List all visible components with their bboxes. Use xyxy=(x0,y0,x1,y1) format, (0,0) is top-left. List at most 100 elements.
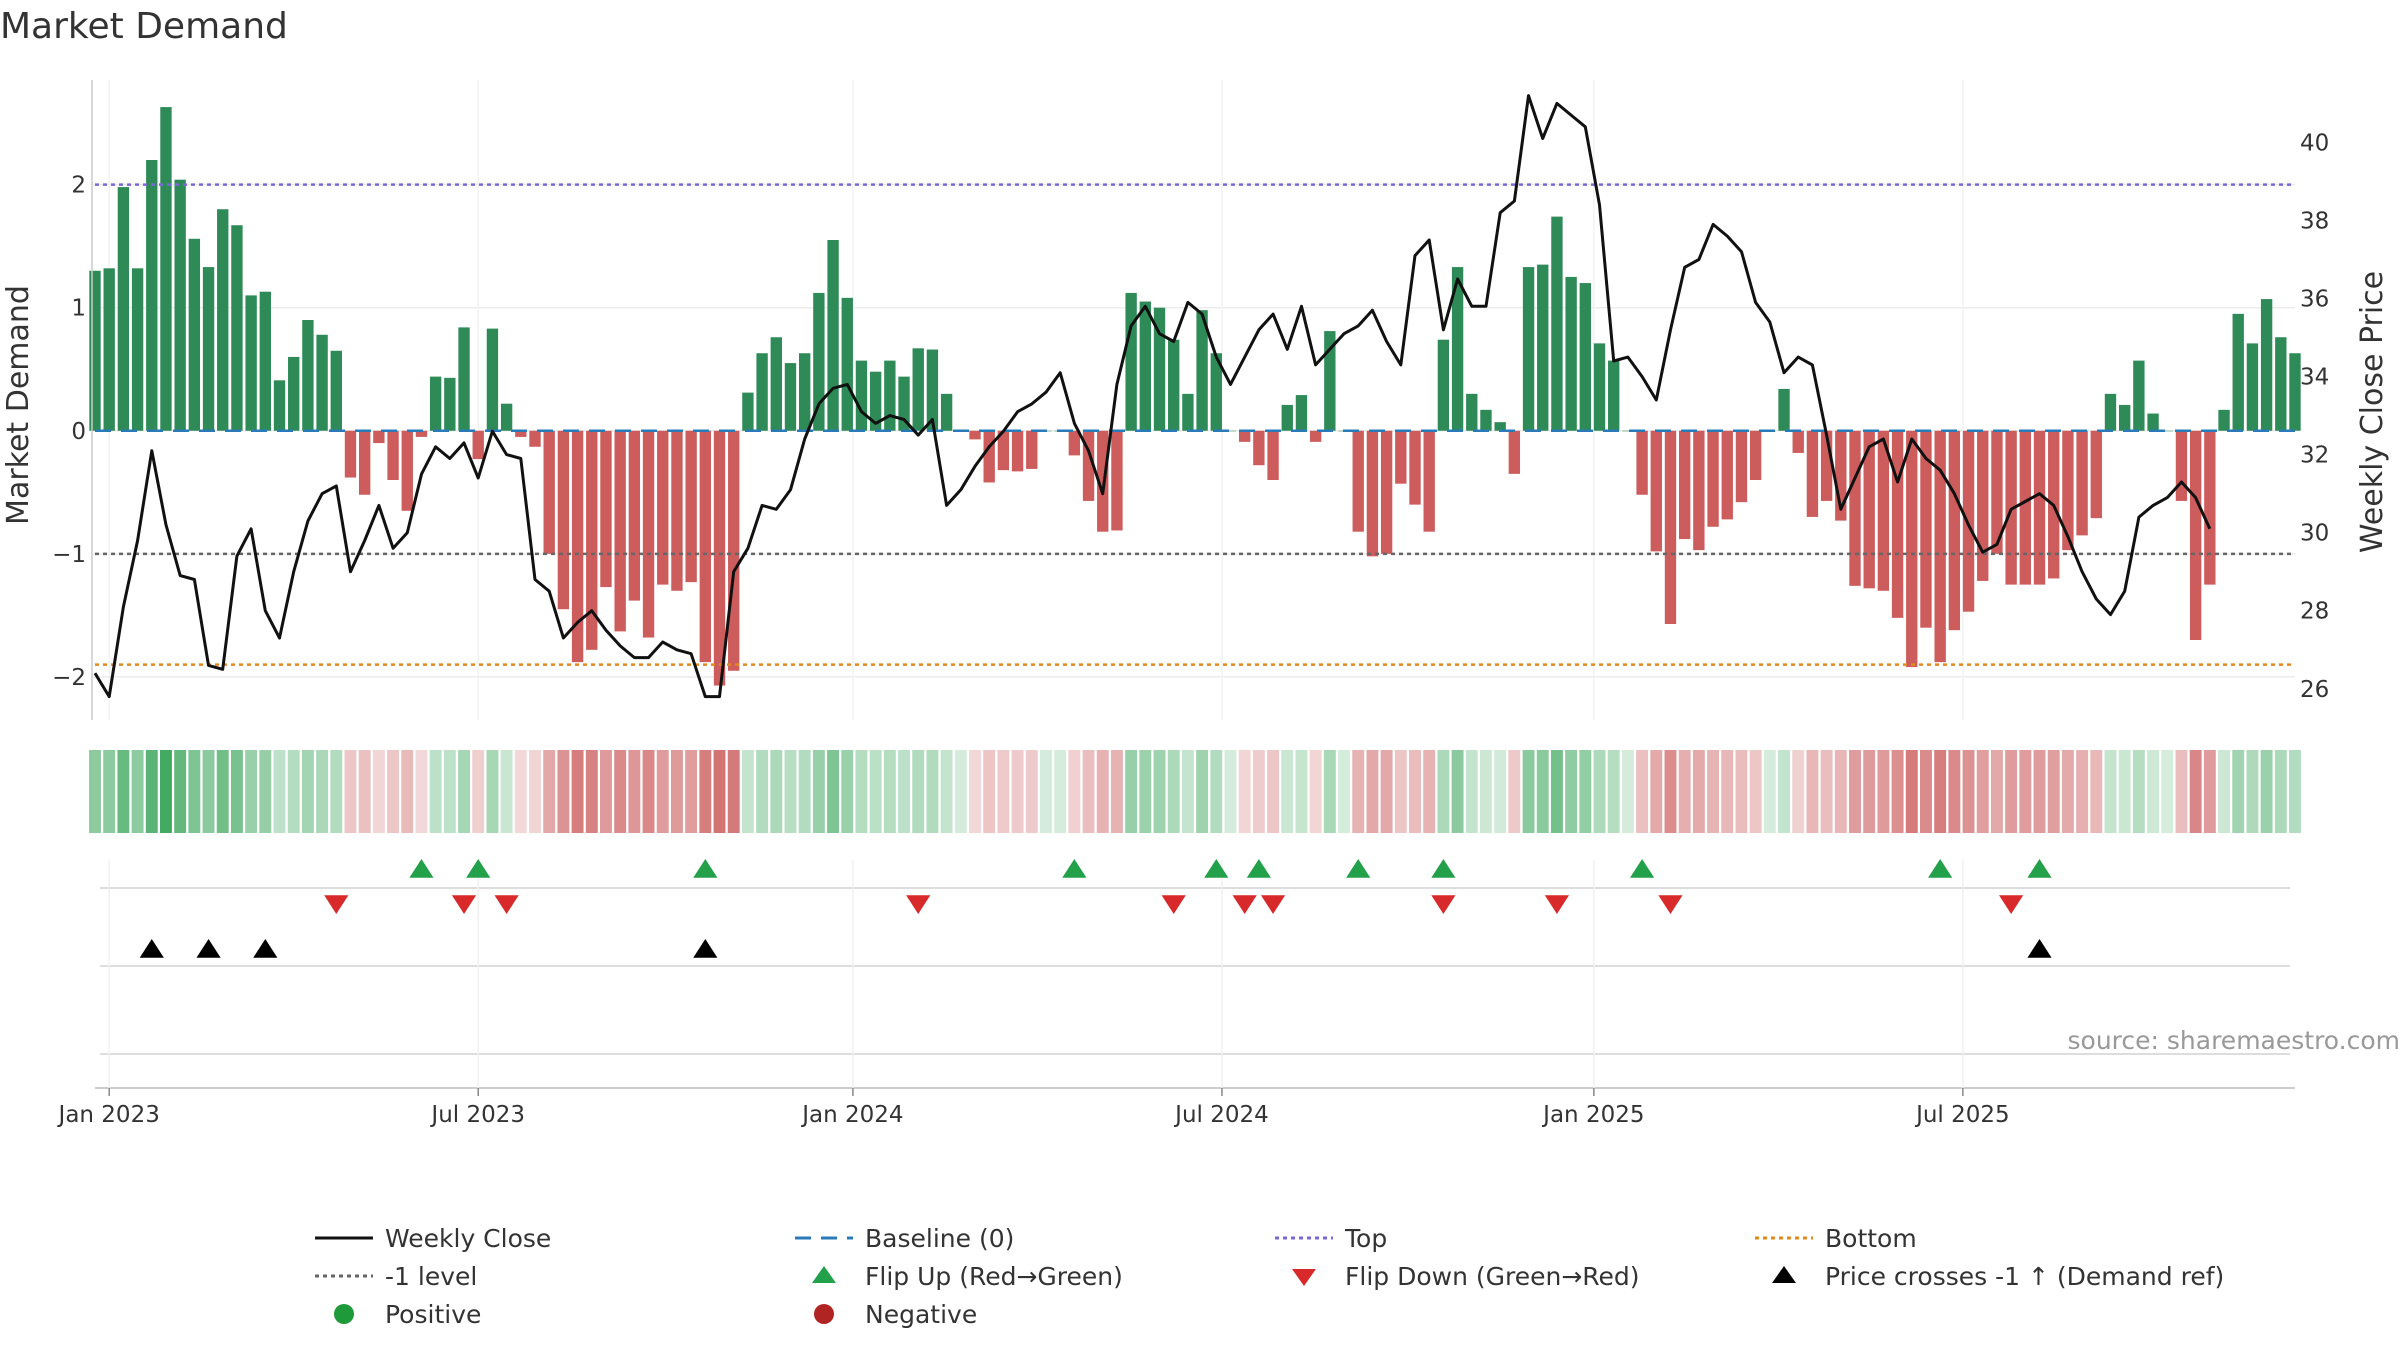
demand-bar xyxy=(1948,430,1961,631)
demand-bar xyxy=(259,291,271,431)
demand-bar xyxy=(884,360,896,431)
strip-cell xyxy=(2246,750,2259,833)
demand-bar xyxy=(671,430,683,591)
strip-cell xyxy=(245,750,258,833)
x-tick-label: Jan 2024 xyxy=(800,1102,903,1128)
demand-bar xyxy=(1522,267,1535,431)
demand-bar xyxy=(1380,430,1393,554)
demand-bar xyxy=(1125,292,1137,431)
demand-bar xyxy=(1537,264,1549,431)
demand-bar xyxy=(1395,430,1407,484)
demand-bar xyxy=(1977,430,1989,581)
demand-bar xyxy=(500,403,513,431)
legend-item: Positive xyxy=(334,1300,481,1329)
demand-bar xyxy=(146,160,158,431)
strip-cell xyxy=(1125,750,1138,833)
strip-cell xyxy=(1721,750,1734,833)
y-tick-label: −2 xyxy=(52,665,86,691)
strip-cell xyxy=(1962,750,1975,833)
y2-tick-label: 30 xyxy=(2300,521,2329,547)
demand-bar xyxy=(926,349,939,431)
demand-bar xyxy=(344,430,357,478)
legend-item: Price crosses -1 ↑ (Demand ref) xyxy=(1772,1262,2224,1291)
legend-item: Flip Down (Green→Red) xyxy=(1292,1262,1640,1291)
strip-cell xyxy=(1607,750,1620,833)
demand-bar xyxy=(1806,430,1819,517)
demand-bar xyxy=(1593,343,1606,431)
y2-tick-label: 40 xyxy=(2300,130,2329,156)
demand-bar xyxy=(841,297,853,431)
strip-cell xyxy=(1621,750,1634,833)
demand-bar xyxy=(1622,430,1634,432)
strip-cell xyxy=(174,750,187,833)
demand-bar xyxy=(273,380,286,431)
demand-bar xyxy=(713,430,726,686)
demand-bar xyxy=(912,348,924,431)
strip-cell xyxy=(472,750,485,833)
strip-cell xyxy=(1749,750,1762,833)
strip-cell xyxy=(1522,750,1535,833)
demand-bar xyxy=(827,240,839,431)
strip-cell xyxy=(2289,750,2301,833)
legend-label: -1 level xyxy=(385,1262,477,1291)
price-cross-marker xyxy=(196,939,221,958)
demand-bar xyxy=(742,392,754,431)
flip-down-marker xyxy=(451,895,477,914)
flip-down-marker xyxy=(1431,895,1456,914)
strip-cell xyxy=(2175,750,2188,833)
demand-bar xyxy=(1224,430,1237,432)
strip-cell xyxy=(358,750,371,833)
strip-cell xyxy=(1565,750,1578,833)
strip-cell xyxy=(1536,750,1549,833)
x-axis: Jan 2023 Jul 2023 Jan 2024 Jul 2024 Jan 2025… xyxy=(57,1088,2010,1128)
strip-cell xyxy=(1295,750,1308,833)
y2-tick-label: 34 xyxy=(2300,365,2329,391)
strip-cell xyxy=(344,750,357,833)
strip-cell xyxy=(1792,750,1805,833)
demand-bar xyxy=(1792,430,1804,453)
strip-cell xyxy=(1806,750,1819,833)
legend-item: Baseline (0) xyxy=(795,1224,1014,1253)
demand-bar xyxy=(1324,331,1336,431)
demand-bar xyxy=(2275,337,2287,431)
strip-cell xyxy=(1763,750,1776,833)
legend-label: Positive xyxy=(385,1300,481,1329)
strip-cell xyxy=(1210,750,1223,833)
demand-bar xyxy=(2218,409,2230,431)
demand-bar xyxy=(458,327,470,431)
demand-bar xyxy=(1068,430,1081,456)
demand-bar xyxy=(359,430,371,495)
demand-bar xyxy=(486,328,499,431)
demand-bar xyxy=(1480,409,1492,431)
strip-cell xyxy=(1366,750,1379,833)
strip-cell xyxy=(954,750,967,833)
legend-label: Price crosses -1 ↑ (Demand ref) xyxy=(1825,1262,2224,1291)
demand-bar xyxy=(1863,430,1875,589)
demand-bar xyxy=(1196,310,1208,431)
strip-cell xyxy=(1068,750,1081,833)
strip-cell xyxy=(1465,750,1478,833)
demand-bar xyxy=(2090,430,2102,519)
y2-tick-label: 38 xyxy=(2300,208,2329,234)
strip-cell xyxy=(1394,750,1407,833)
strip-cell xyxy=(1167,750,1180,833)
legend-label: Weekly Close xyxy=(385,1224,551,1253)
strip-cell xyxy=(415,750,428,833)
demand-bar xyxy=(1182,393,1194,431)
demand-bar xyxy=(940,393,953,431)
legend-swatch xyxy=(1292,1269,1316,1286)
demand-bar xyxy=(1664,430,1677,624)
strip-cell xyxy=(1664,750,1677,833)
demand-bar xyxy=(1835,430,1847,521)
strip-cell xyxy=(429,750,442,833)
demand-bar xyxy=(1352,430,1364,532)
y2-tick-label: 36 xyxy=(2300,287,2329,313)
strip-cell xyxy=(1863,750,1876,833)
strip-cell xyxy=(1139,750,1152,833)
demand-bar xyxy=(1877,430,1890,591)
demand-bar xyxy=(1295,395,1308,431)
flip-up-marker xyxy=(2027,859,2052,878)
y-tick-label: 1 xyxy=(71,296,86,322)
demand-bar xyxy=(642,430,655,638)
strip-cell xyxy=(1480,750,1492,833)
